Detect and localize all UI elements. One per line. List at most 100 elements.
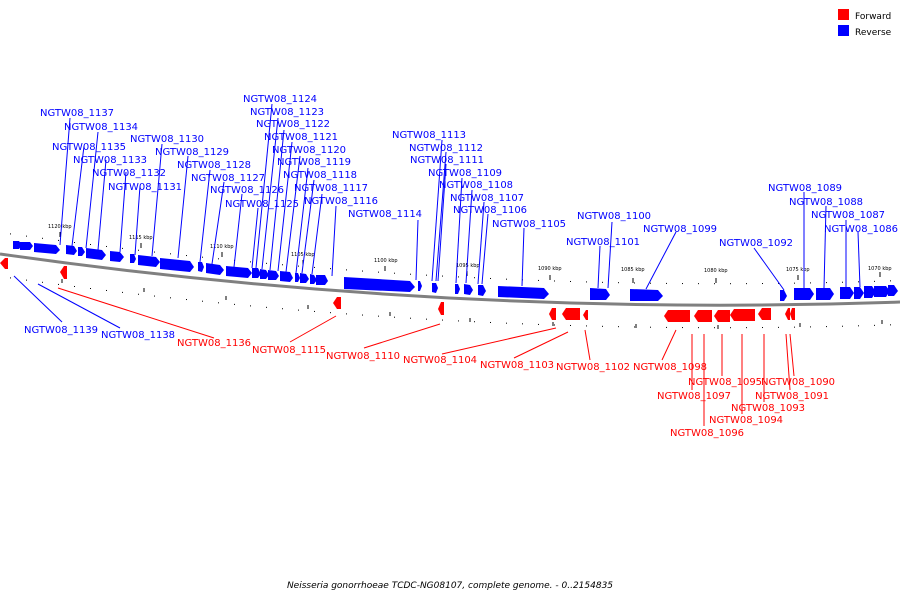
gene-label[interactable]: NGTW08_1104: [403, 355, 477, 366]
gene-arrow[interactable]: [280, 271, 293, 282]
gene-arrow[interactable]: [110, 251, 124, 262]
gene-arrow[interactable]: [226, 266, 252, 278]
gene-label[interactable]: NGTW08_1135: [52, 142, 126, 153]
gene-label[interactable]: NGTW08_1118: [283, 170, 357, 181]
gene-arrow[interactable]: [252, 268, 261, 278]
gene-label[interactable]: NGTW08_1129: [155, 147, 229, 158]
gene-label[interactable]: NGTW08_1102: [556, 362, 630, 373]
gene-label[interactable]: NGTW08_1126: [210, 185, 284, 196]
gene-label[interactable]: NGTW08_1123: [250, 107, 324, 118]
gene-arrow[interactable]: [198, 262, 204, 272]
gene-arrow[interactable]: [816, 288, 834, 300]
gene-label[interactable]: NGTW08_1110: [326, 351, 400, 362]
gene-arrow[interactable]: [498, 286, 549, 299]
gene-arrow[interactable]: [758, 308, 771, 320]
gene-label[interactable]: NGTW08_1108: [439, 180, 513, 191]
gene-arrow[interactable]: [316, 275, 328, 285]
gene-arrow[interactable]: [664, 310, 690, 322]
gene-label[interactable]: NGTW08_1099: [643, 224, 717, 235]
gene-arrow[interactable]: [730, 309, 755, 321]
gene-label[interactable]: NGTW08_1137: [40, 108, 114, 119]
gene-label[interactable]: NGTW08_1120: [272, 145, 346, 156]
gene-arrow[interactable]: [20, 242, 33, 250]
gene-arrow[interactable]: [583, 310, 588, 320]
gene-arrow[interactable]: [630, 289, 663, 301]
gene-label[interactable]: NGTW08_1089: [768, 183, 842, 194]
gene-arrow[interactable]: [694, 310, 712, 322]
gene-label[interactable]: NGTW08_1125: [225, 199, 299, 210]
gene-label[interactable]: NGTW08_1113: [392, 130, 466, 141]
gene-label[interactable]: NGTW08_1122: [256, 119, 330, 130]
gene-label[interactable]: NGTW08_1103: [480, 360, 554, 371]
gene-label[interactable]: NGTW08_1116: [304, 196, 378, 207]
gene-label[interactable]: NGTW08_1115: [252, 345, 326, 356]
gene-arrow[interactable]: [333, 297, 341, 309]
gene-arrow[interactable]: [785, 308, 790, 320]
gene-label[interactable]: NGTW08_1133: [73, 155, 147, 166]
gene-label[interactable]: NGTW08_1094: [709, 415, 783, 426]
gene-arrow[interactable]: [310, 274, 317, 284]
gene-label[interactable]: NGTW08_1090: [761, 377, 835, 388]
gene-label[interactable]: NGTW08_1134: [64, 122, 138, 133]
gene-arrow[interactable]: [478, 285, 486, 296]
gene-arrow[interactable]: [344, 277, 415, 292]
gene-label[interactable]: NGTW08_1106: [453, 205, 527, 216]
gene-arrow[interactable]: [260, 269, 269, 279]
gene-arrow[interactable]: [0, 258, 8, 269]
gene-label[interactable]: NGTW08_1107: [450, 193, 524, 204]
gene-label[interactable]: NGTW08_1093: [731, 403, 805, 414]
gene-arrow[interactable]: [432, 283, 438, 293]
gene-arrow[interactable]: [794, 288, 814, 300]
gene-arrow[interactable]: [138, 255, 160, 267]
gene-arrow[interactable]: [455, 284, 460, 294]
gene-label[interactable]: NGTW08_1109: [428, 168, 502, 179]
gene-label[interactable]: NGTW08_1132: [92, 168, 166, 179]
gene-arrow[interactable]: [295, 273, 300, 282]
gene-arrow[interactable]: [160, 258, 194, 272]
gene-label[interactable]: NGTW08_1100: [577, 211, 651, 222]
gene-label[interactable]: NGTW08_1105: [492, 219, 566, 230]
gene-arrow[interactable]: [590, 288, 610, 300]
gene-label[interactable]: NGTW08_1111: [410, 155, 484, 166]
gene-arrow[interactable]: [562, 308, 580, 320]
gene-label[interactable]: NGTW08_1087: [811, 210, 885, 221]
gene-arrow[interactable]: [206, 263, 224, 275]
gene-label[interactable]: NGTW08_1138: [101, 330, 175, 341]
gene-label[interactable]: NGTW08_1114: [348, 209, 422, 220]
gene-arrow[interactable]: [66, 245, 77, 255]
gene-arrow[interactable]: [438, 302, 444, 315]
gene-arrow[interactable]: [780, 290, 787, 301]
gene-arrow[interactable]: [888, 285, 898, 296]
gene-label[interactable]: NGTW08_1139: [24, 325, 98, 336]
gene-label[interactable]: NGTW08_1112: [409, 143, 483, 154]
gene-label[interactable]: NGTW08_1127: [191, 173, 265, 184]
gene-label[interactable]: NGTW08_1095: [688, 377, 762, 388]
gene-arrow[interactable]: [418, 281, 422, 291]
gene-label[interactable]: NGTW08_1086: [824, 224, 898, 235]
gene-label[interactable]: NGTW08_1124: [243, 94, 317, 105]
gene-label[interactable]: NGTW08_1131: [108, 182, 182, 193]
gene-label[interactable]: NGTW08_1101: [566, 237, 640, 248]
gene-label[interactable]: NGTW08_1130: [130, 134, 204, 145]
gene-label[interactable]: NGTW08_1117: [294, 183, 368, 194]
gene-label[interactable]: NGTW08_1119: [277, 157, 351, 168]
gene-label[interactable]: NGTW08_1088: [789, 197, 863, 208]
gene-arrow[interactable]: [790, 308, 795, 320]
gene-arrow[interactable]: [78, 247, 85, 256]
gene-arrow[interactable]: [840, 287, 854, 299]
gene-label[interactable]: NGTW08_1098: [633, 362, 707, 373]
gene-label[interactable]: NGTW08_1128: [177, 160, 251, 171]
gene-arrow[interactable]: [130, 254, 136, 263]
gene-arrow[interactable]: [13, 241, 22, 249]
gene-arrow[interactable]: [60, 266, 67, 279]
gene-arrow[interactable]: [86, 248, 106, 260]
gene-label[interactable]: NGTW08_1136: [177, 338, 251, 349]
gene-arrow[interactable]: [864, 286, 876, 298]
gene-arrow[interactable]: [464, 284, 473, 295]
gene-arrow[interactable]: [268, 270, 279, 280]
gene-label[interactable]: NGTW08_1121: [264, 132, 338, 143]
gene-arrow[interactable]: [34, 243, 60, 254]
gene-arrow[interactable]: [854, 287, 864, 299]
gene-label[interactable]: NGTW08_1097: [657, 391, 731, 402]
gene-label[interactable]: NGTW08_1092: [719, 238, 793, 249]
